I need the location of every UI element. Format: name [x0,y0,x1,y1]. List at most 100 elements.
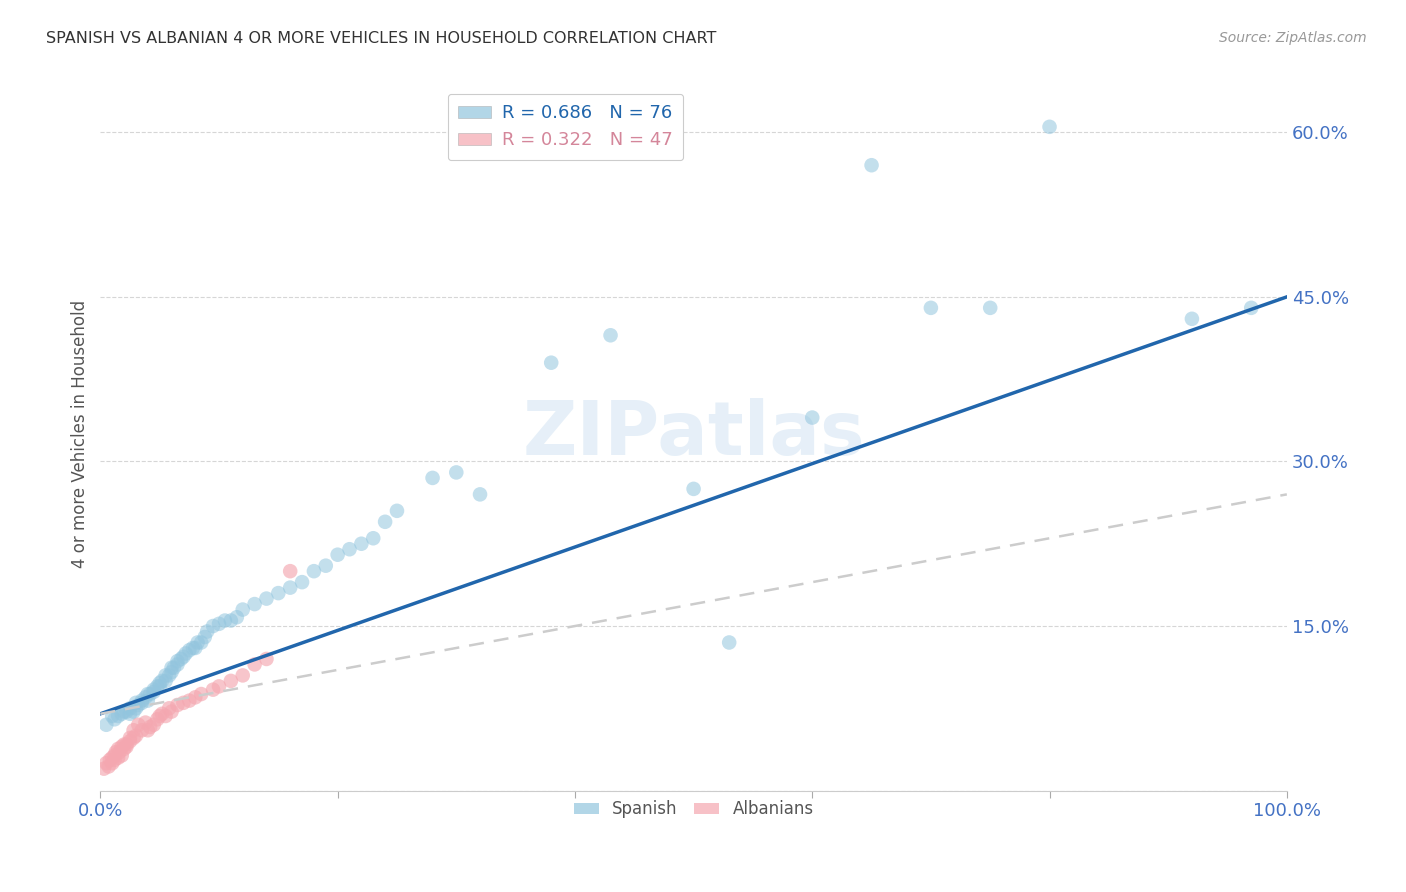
Text: SPANISH VS ALBANIAN 4 OR MORE VEHICLES IN HOUSEHOLD CORRELATION CHART: SPANISH VS ALBANIAN 4 OR MORE VEHICLES I… [46,31,717,46]
Point [112,738,135,752]
Point [125,701,148,715]
Point [108,745,131,759]
Point [139,687,162,701]
Point [190,635,212,649]
Point [107,750,129,764]
Point [195,624,218,639]
Point [190,687,212,701]
Point [468,487,491,501]
Point [1038,120,1060,134]
Point [302,564,325,578]
Point [718,635,741,649]
Point [118,701,141,715]
Point [184,640,207,655]
Point [139,720,162,734]
Point [291,575,314,590]
Point [225,610,247,624]
Point [860,158,883,172]
Point [256,591,278,606]
Point [93,762,115,776]
Point [103,748,125,763]
Point [979,301,1001,315]
Point [540,356,562,370]
Point [256,652,278,666]
Point [214,614,236,628]
Point [111,739,134,754]
Point [125,696,148,710]
Point [150,706,173,721]
Point [150,673,173,688]
Point [134,690,156,705]
Point [111,748,134,763]
Point [278,564,301,578]
Point [104,745,127,759]
Point [146,712,169,726]
Point [219,614,242,628]
Point [112,705,135,719]
Point [127,718,149,732]
Point [122,705,145,719]
Point [131,723,153,738]
Point [1181,311,1204,326]
Point [101,709,124,723]
Point [146,679,169,693]
Point [118,706,141,721]
Point [118,734,141,748]
Point [142,685,165,699]
Point [115,739,138,754]
Point [174,647,197,661]
Point [1240,301,1263,315]
Point [136,687,159,701]
Point [446,466,468,480]
Point [202,619,225,633]
Point [166,657,188,672]
Point [149,676,172,690]
Point [142,718,165,732]
Point [385,504,408,518]
Point [131,696,153,710]
Point [149,679,172,693]
Point [96,718,118,732]
Point [187,635,209,649]
Point [267,586,290,600]
Point [125,729,148,743]
Point [179,693,201,707]
Point [160,705,183,719]
Point [315,558,337,573]
Point [107,742,129,756]
Point [208,616,231,631]
Point [101,750,124,764]
Point [194,630,217,644]
Point [131,693,153,707]
Point [170,652,193,666]
Y-axis label: 4 or more Vehicles in Household: 4 or more Vehicles in Household [72,300,89,568]
Point [801,410,824,425]
Point [115,738,138,752]
Point [599,328,621,343]
Point [127,698,149,712]
Point [243,597,266,611]
Point [103,712,125,726]
Point [160,661,183,675]
Point [920,301,942,315]
Point [166,654,188,668]
Text: Source: ZipAtlas.com: Source: ZipAtlas.com [1219,31,1367,45]
Point [118,731,141,745]
Point [682,482,704,496]
Point [122,723,145,738]
Point [181,640,204,655]
Point [157,701,180,715]
Legend: Spanish, Albanians: Spanish, Albanians [567,794,820,825]
Point [155,673,177,688]
Point [350,537,373,551]
Point [243,657,266,672]
Point [97,759,120,773]
Point [155,668,177,682]
Point [163,661,186,675]
Point [232,602,254,616]
Point [184,690,207,705]
Point [160,665,183,679]
Point [122,731,145,745]
Point [142,682,165,697]
Point [202,682,225,697]
